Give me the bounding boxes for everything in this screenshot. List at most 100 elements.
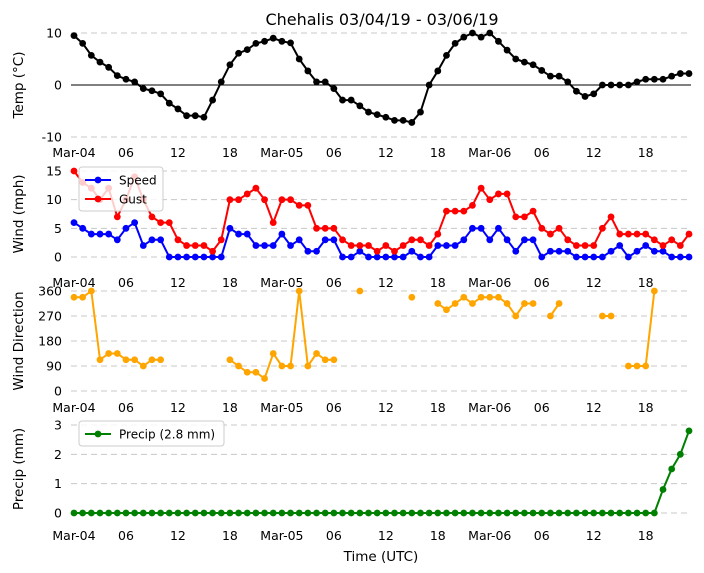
data-point bbox=[668, 465, 676, 473]
panel-1: -10 0 10 Temp (°C) Mar-04 06 12 18 Mar-05 06 12 18 M… bbox=[11, 26, 693, 160]
data-point bbox=[624, 230, 632, 238]
data-point bbox=[122, 509, 130, 517]
x-tick-label: Mar-05 bbox=[260, 528, 303, 543]
data-point bbox=[425, 81, 433, 89]
data-point bbox=[278, 37, 286, 45]
legend-box bbox=[78, 420, 225, 447]
data-point bbox=[434, 300, 442, 307]
data-point bbox=[365, 253, 372, 261]
data-point bbox=[105, 509, 113, 517]
y-tick-label: 5 bbox=[54, 221, 62, 236]
data-point bbox=[113, 213, 121, 221]
data-point bbox=[460, 236, 468, 244]
data-point bbox=[122, 224, 130, 232]
data-point bbox=[148, 87, 156, 95]
data-point bbox=[382, 242, 390, 249]
data-point bbox=[443, 509, 450, 517]
data-point bbox=[183, 509, 191, 517]
data-point bbox=[598, 509, 606, 517]
data-point bbox=[347, 96, 355, 104]
data-point bbox=[113, 236, 121, 244]
data-point bbox=[304, 362, 312, 370]
data-point bbox=[191, 253, 199, 261]
data-point bbox=[105, 230, 113, 238]
data-point bbox=[451, 242, 459, 249]
series-gust bbox=[70, 167, 693, 255]
data-point bbox=[165, 99, 173, 107]
panel-3: 0 90 180 270 360 Wind Direction Mar-04 06 12 18 Ma… bbox=[11, 284, 691, 415]
data-point bbox=[685, 230, 693, 238]
data-point bbox=[469, 224, 476, 232]
y-tick-label: 360 bbox=[38, 284, 62, 299]
data-point bbox=[165, 253, 173, 261]
data-point bbox=[581, 93, 589, 100]
data-point bbox=[659, 242, 667, 249]
data-point bbox=[330, 85, 338, 93]
data-point bbox=[434, 67, 442, 75]
data-point bbox=[590, 509, 598, 517]
data-point bbox=[417, 236, 424, 244]
data-point bbox=[590, 90, 598, 98]
data-point bbox=[356, 242, 364, 249]
series-line bbox=[628, 290, 656, 367]
data-point bbox=[503, 190, 511, 198]
data-point bbox=[572, 253, 580, 261]
x-tick-label: Mar-06 bbox=[468, 275, 511, 290]
data-point bbox=[650, 287, 658, 295]
x-tick-label: 12 bbox=[586, 145, 602, 160]
data-point bbox=[598, 253, 606, 261]
data-point bbox=[503, 46, 511, 54]
data-point bbox=[373, 509, 381, 517]
series-speed bbox=[70, 219, 693, 261]
data-point bbox=[685, 427, 693, 435]
x-tick-label: 06 bbox=[534, 528, 550, 543]
data-point bbox=[391, 253, 398, 261]
data-point bbox=[269, 219, 277, 227]
data-point bbox=[304, 509, 312, 517]
data-point bbox=[399, 116, 407, 124]
x-tick-label: 12 bbox=[586, 528, 602, 543]
data-point bbox=[269, 509, 277, 517]
x-tick-label: 12 bbox=[378, 528, 394, 543]
data-point bbox=[408, 236, 416, 244]
data-point bbox=[191, 509, 199, 517]
data-point bbox=[512, 509, 520, 517]
data-point bbox=[339, 253, 346, 261]
y-tick-label: 270 bbox=[38, 309, 62, 324]
x-tick-label: 12 bbox=[378, 400, 394, 415]
data-point bbox=[547, 72, 554, 80]
data-point bbox=[417, 108, 424, 116]
data-point bbox=[581, 509, 589, 517]
x-tick-label: 12 bbox=[170, 145, 186, 160]
data-point bbox=[183, 253, 191, 261]
data-point bbox=[616, 230, 624, 238]
data-point bbox=[347, 509, 355, 517]
data-point bbox=[209, 253, 216, 261]
data-point bbox=[477, 184, 485, 192]
data-point bbox=[633, 362, 641, 370]
data-point bbox=[209, 509, 216, 517]
data-point bbox=[183, 112, 191, 120]
data-point bbox=[235, 362, 242, 370]
data-point bbox=[668, 236, 676, 244]
data-point bbox=[209, 247, 216, 255]
data-point bbox=[313, 509, 320, 517]
x-tick-label: 18 bbox=[638, 275, 654, 290]
data-point bbox=[391, 116, 398, 124]
data-point bbox=[547, 230, 554, 238]
data-point bbox=[685, 253, 693, 261]
data-point bbox=[122, 75, 130, 83]
x-tick-label: Mar-05 bbox=[260, 145, 303, 160]
y-tick-label: 2 bbox=[54, 447, 62, 462]
x-tick-label: Mar-04 bbox=[52, 275, 95, 290]
data-point bbox=[373, 247, 381, 255]
data-point bbox=[87, 509, 95, 517]
data-point bbox=[252, 368, 260, 376]
x-tick-label: Mar-04 bbox=[52, 528, 95, 543]
data-point bbox=[174, 236, 182, 244]
data-point bbox=[269, 34, 277, 42]
data-point bbox=[538, 224, 546, 232]
data-point bbox=[417, 509, 424, 517]
